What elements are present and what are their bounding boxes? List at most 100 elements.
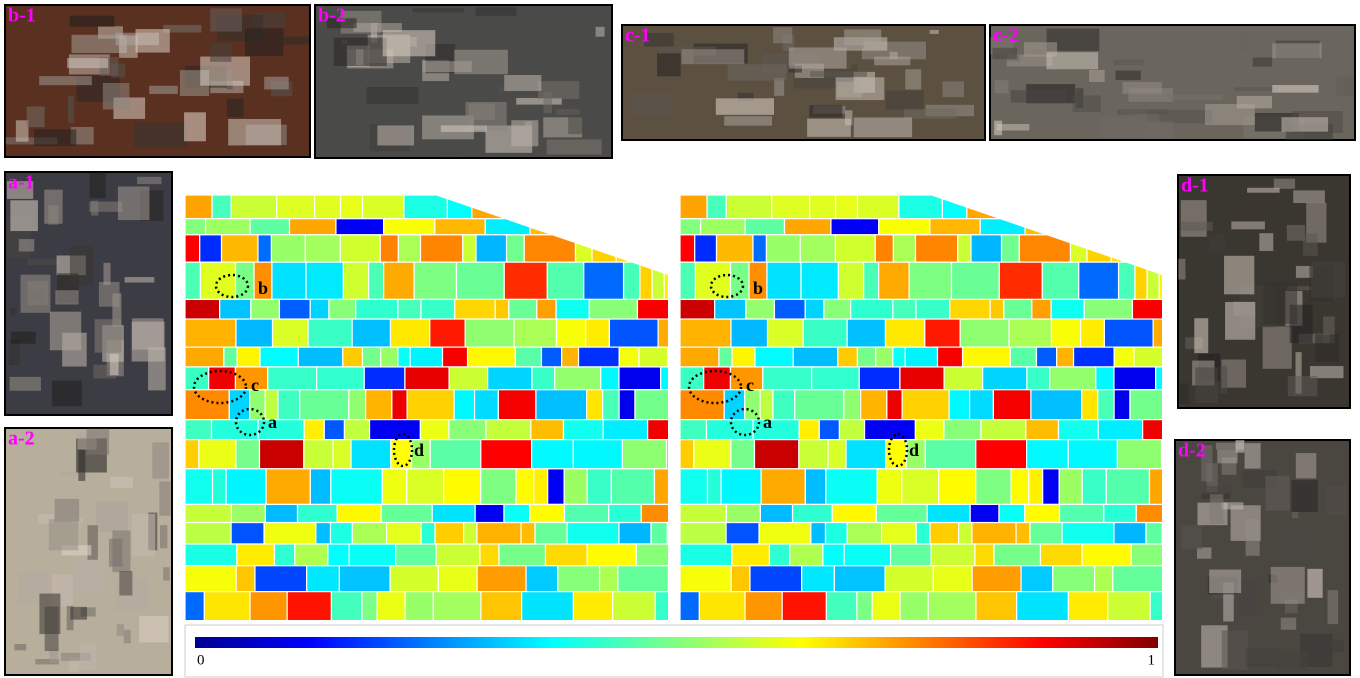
- map-block: [504, 504, 530, 522]
- map-block: [793, 347, 837, 367]
- map-block: [337, 504, 381, 522]
- map-block: [577, 195, 616, 219]
- annotation-label: c: [746, 375, 754, 395]
- map-block: [272, 262, 306, 299]
- image-texture: [994, 121, 1002, 136]
- map-block: [185, 390, 229, 420]
- map-block: [847, 523, 881, 544]
- map-block: [341, 195, 363, 219]
- map-block: [835, 235, 875, 262]
- image-texture: [70, 607, 87, 620]
- map-block: [944, 367, 983, 390]
- image-texture: [1245, 443, 1261, 468]
- map-block: [680, 195, 707, 219]
- map-block: [831, 219, 879, 235]
- map-block: [226, 469, 266, 505]
- image-texture: [1113, 60, 1144, 66]
- map-block: [558, 566, 600, 592]
- image-texture: [10, 200, 38, 231]
- map-block: [746, 299, 775, 319]
- map-block: [616, 235, 629, 262]
- map-block: [447, 195, 471, 219]
- map-block: [308, 319, 352, 347]
- image-texture: [1180, 383, 1189, 404]
- map-block: [304, 440, 333, 469]
- map-block: [1079, 262, 1119, 299]
- map-block: [877, 469, 902, 505]
- image-texture: [44, 190, 62, 224]
- map-block: [475, 390, 499, 420]
- map-block: [970, 504, 999, 522]
- map-block: [331, 469, 382, 505]
- image-texture: [264, 77, 289, 90]
- map-block: [916, 299, 950, 319]
- map-block: [1098, 420, 1142, 440]
- image-texture: [556, 109, 580, 115]
- image-texture: [1225, 302, 1255, 340]
- map-block: [800, 235, 835, 262]
- annotation-label: b: [753, 278, 763, 298]
- image-texture: [992, 48, 1017, 59]
- map-block: [654, 469, 682, 505]
- map-block: [274, 544, 294, 566]
- image-texture: [245, 28, 283, 55]
- map-block: [307, 566, 340, 592]
- map-block: [185, 235, 200, 262]
- map-block: [950, 299, 990, 319]
- map-block: [1019, 235, 1070, 262]
- image-texture: [543, 92, 552, 114]
- image-texture: [1272, 85, 1318, 93]
- map-block: [732, 347, 755, 367]
- map-block: [1132, 299, 1178, 319]
- image-texture: [904, 109, 956, 119]
- map-block: [651, 523, 667, 544]
- map-block: [994, 544, 1041, 566]
- image-panel: c-1: [622, 25, 985, 140]
- figure: b-1b-2c-1c-2a-1a-2d-1d-2bcadbcad01: [0, 0, 1360, 678]
- map-block: [454, 390, 474, 420]
- map-block: [905, 347, 937, 367]
- image-texture: [125, 277, 155, 282]
- map-block: [366, 390, 392, 420]
- image-texture: [134, 123, 187, 147]
- map-block: [916, 235, 958, 262]
- map-block: [916, 523, 930, 544]
- map-block: [624, 262, 640, 299]
- image-texture: [49, 519, 78, 550]
- map-block: [715, 299, 746, 319]
- map-block: [915, 420, 944, 440]
- map-block: [592, 235, 616, 262]
- map-block: [1031, 390, 1082, 420]
- image-texture: [78, 450, 85, 481]
- map-block: [564, 469, 587, 505]
- map-block: [398, 347, 410, 367]
- map-block: [340, 235, 380, 262]
- map-block: [885, 319, 924, 347]
- image-texture: [412, 8, 464, 12]
- map-block: [390, 566, 438, 592]
- map-block: [185, 566, 236, 592]
- map-block: [1060, 504, 1104, 522]
- map-block: [200, 262, 235, 299]
- map-block: [436, 544, 480, 566]
- map-block: [268, 367, 317, 390]
- image-texture: [132, 514, 155, 556]
- map-block: [1147, 262, 1159, 299]
- map-block: [976, 592, 1017, 623]
- map-block: [838, 347, 858, 367]
- map-block: [1134, 347, 1163, 367]
- map-block: [1111, 235, 1124, 262]
- map-block: [933, 566, 972, 592]
- map-block: [363, 195, 404, 219]
- map-block: [339, 566, 390, 592]
- map-block: [237, 347, 260, 367]
- map-block: [504, 262, 547, 299]
- map-block: [333, 440, 351, 469]
- image-texture: [547, 139, 602, 154]
- image-texture: [10, 308, 17, 315]
- map-block: [949, 390, 969, 420]
- map-block: [731, 262, 750, 299]
- image-texture: [1235, 87, 1278, 91]
- image-texture: [1222, 630, 1248, 669]
- map-block: [279, 299, 310, 319]
